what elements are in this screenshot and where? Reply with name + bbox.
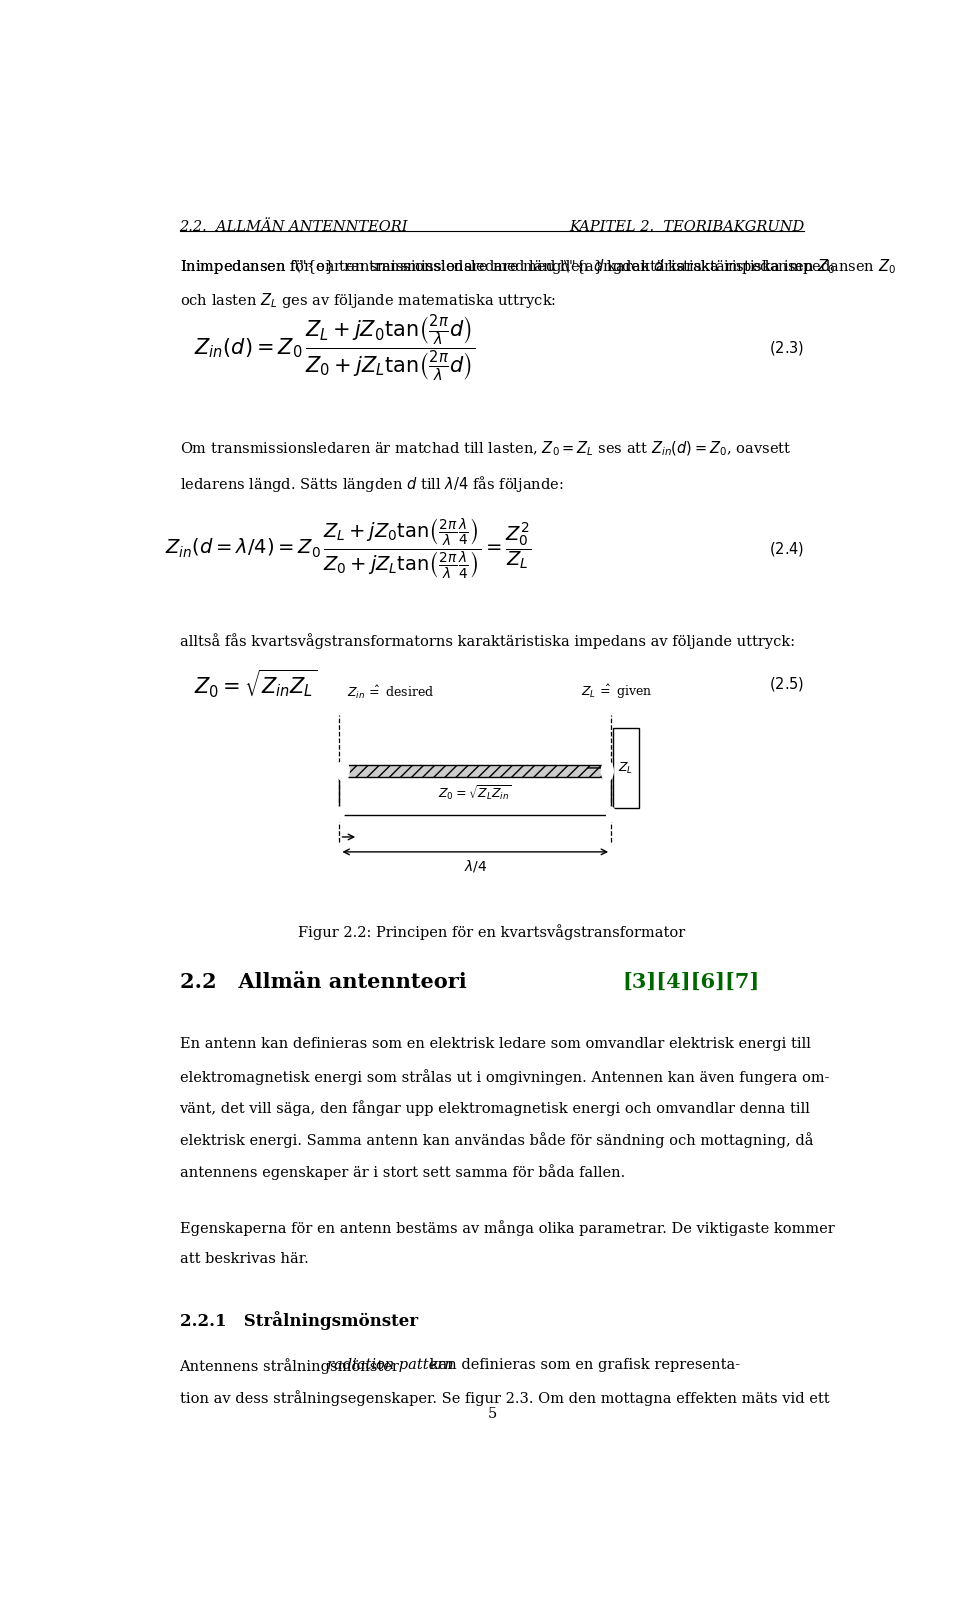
Circle shape (607, 807, 615, 823)
Bar (346, 765, 605, 778)
Bar (346, 765, 605, 778)
Text: $Z_L\,\hat{=}$ given: $Z_L\,\hat{=}$ given (581, 683, 653, 700)
Text: antennens egenskaper är i stort sett samma för båda fallen.: antennens egenskaper är i stort sett sam… (180, 1164, 625, 1178)
Text: $(2.5)$: $(2.5)$ (769, 675, 804, 692)
Text: $Z_{in}(d = \lambda/4) = Z_0\,\dfrac{Z_L + jZ_0\tan\!\left(\frac{2\pi}{\lambda}\: $Z_{in}(d = \lambda/4) = Z_0\,\dfrac{Z_L… (165, 516, 531, 581)
Text: $Z_0 = \sqrt{Z_{in}Z_L}$: $Z_0 = \sqrt{Z_{in}Z_L}$ (194, 667, 318, 699)
Bar (612, 728, 639, 809)
Text: Antennens strålningsmönster: Antennens strålningsmönster (180, 1357, 404, 1374)
Text: En antenn kan definieras som en elektrisk ledare som omvandlar elektrisk energi : En antenn kan definieras som en elektris… (180, 1036, 810, 1051)
Text: Inimpedansen f\"{o}r en transmissionsledare med l\"{a}ngden $d$ karaktäristiska : Inimpedansen f\"{o}r en transmissionsled… (180, 257, 896, 276)
Text: elektrisk energi. Samma antenn kan användas både för sändning och mottagning, då: elektrisk energi. Samma antenn kan använ… (180, 1131, 813, 1148)
Text: Egenskaperna för en antenn bestäms av många olika parametrar. De viktigaste komm: Egenskaperna för en antenn bestäms av må… (180, 1220, 834, 1235)
Circle shape (601, 762, 613, 781)
Text: tion av dess strålningsegenskaper. Se figur 2.3. Om den mottagna effekten mäts v: tion av dess strålningsegenskaper. Se fi… (180, 1390, 829, 1406)
Text: KAPITEL 2.  TEORIBAKGRUND: KAPITEL 2. TEORIBAKGRUND (569, 220, 804, 234)
Text: Om transmissionsledaren är matchad till lasten, $Z_0 = Z_L$ ses att $Z_{in}(d) =: Om transmissionsledaren är matchad till … (180, 439, 791, 458)
Text: att beskrivas här.: att beskrivas här. (180, 1251, 308, 1265)
Text: $\lambda/4$: $\lambda/4$ (464, 857, 487, 873)
Text: $(2.4)$: $(2.4)$ (769, 541, 804, 558)
Text: $Z_{in}(d) = Z_0\,\dfrac{Z_L + jZ_0\tan\!\left(\frac{2\pi}{\lambda}d\right)}{Z_0: $Z_{in}(d) = Z_0\,\dfrac{Z_L + jZ_0\tan\… (194, 313, 475, 383)
Text: elektromagnetisk energi som strålas ut i omgivningen. Antennen kan även fungera : elektromagnetisk energi som strålas ut i… (180, 1068, 829, 1085)
Text: 5: 5 (488, 1406, 496, 1420)
Text: 2.2   Allmän antennteori: 2.2 Allmän antennteori (180, 972, 473, 991)
Text: kan definieras som en grafisk representa-: kan definieras som en grafisk representa… (425, 1357, 740, 1372)
Text: vänt, det vill säga, den fångar upp elektromagnetisk energi och omvandlar denna : vänt, det vill säga, den fångar upp elek… (180, 1099, 810, 1115)
Text: $Z_L$: $Z_L$ (618, 760, 634, 776)
Text: radiation pattern: radiation pattern (326, 1357, 453, 1372)
Text: Inimpedansen för en transmissionsledare med längden $d$ karaktäristiska impedans: Inimpedansen för en transmissionsledare … (180, 257, 835, 276)
Circle shape (337, 762, 349, 781)
Text: $(2.3)$: $(2.3)$ (769, 339, 804, 357)
Text: Figur 2.2: Principen för en kvartsvågstransformator: Figur 2.2: Principen för en kvartsvågstr… (299, 923, 685, 939)
Circle shape (335, 807, 344, 823)
Text: 2.2.  ALLMÄN ANTENNTEORI: 2.2. ALLMÄN ANTENNTEORI (180, 220, 408, 234)
Text: $Z_{in}\,\hat{=}$ desired: $Z_{in}\,\hat{=}$ desired (347, 684, 434, 700)
Text: [3][4][6][7]: [3][4][6][7] (622, 972, 759, 991)
Text: $Z_0 = \sqrt{Z_L Z_{in}}$: $Z_0 = \sqrt{Z_L Z_{in}}$ (439, 784, 513, 802)
Text: ledarens längd. Sätts längden $d$ till $\lambda/4$ fås följande:: ledarens längd. Sätts längden $d$ till $… (180, 473, 564, 494)
Text: och lasten $Z_L$ ges av följande matematiska uttryck:: och lasten $Z_L$ ges av följande matemat… (180, 291, 556, 310)
Text: alltså fås kvartsvågstransformatorns karaktäristiska impedans av följande uttryc: alltså fås kvartsvågstransformatorns kar… (180, 633, 795, 649)
Text: 2.2.1   Strålningsmönster: 2.2.1 Strålningsmönster (180, 1311, 418, 1330)
